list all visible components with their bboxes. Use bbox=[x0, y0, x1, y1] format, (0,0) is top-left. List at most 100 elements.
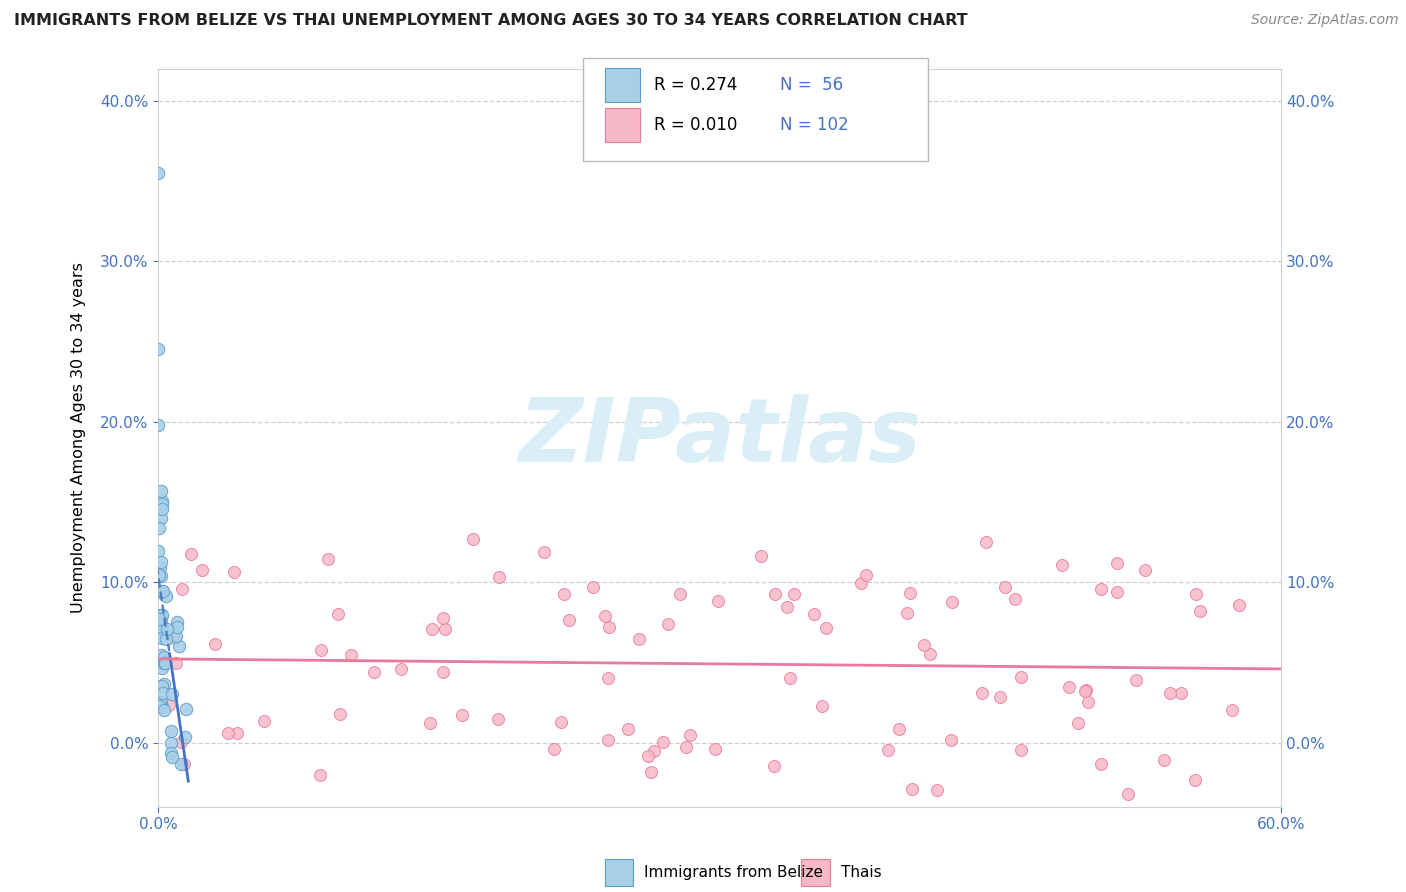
Point bbox=[329, 707, 352, 722]
Point bbox=[1159, 686, 1181, 700]
Point bbox=[1189, 604, 1212, 618]
Point bbox=[543, 741, 565, 756]
Point bbox=[901, 782, 924, 797]
Point bbox=[1170, 686, 1192, 700]
Point bbox=[155, 632, 177, 647]
Text: Immigrants from Belize: Immigrants from Belize bbox=[644, 865, 823, 880]
Point bbox=[159, 723, 181, 738]
Point bbox=[150, 622, 173, 636]
Point bbox=[149, 695, 172, 709]
Point bbox=[855, 568, 877, 582]
Point bbox=[148, 612, 170, 626]
Point bbox=[149, 697, 172, 711]
Point bbox=[150, 632, 173, 646]
Point bbox=[166, 615, 188, 629]
Point bbox=[1153, 753, 1175, 767]
Point bbox=[970, 686, 993, 700]
Point bbox=[679, 728, 702, 742]
Text: N = 102: N = 102 bbox=[780, 116, 849, 134]
Text: N =  56: N = 56 bbox=[780, 76, 844, 94]
Point bbox=[849, 576, 872, 591]
Point bbox=[150, 614, 173, 628]
Point bbox=[779, 672, 801, 686]
Point bbox=[174, 730, 197, 744]
Point bbox=[582, 580, 605, 594]
Text: ZIPatlas: ZIPatlas bbox=[519, 394, 921, 482]
Point bbox=[419, 715, 441, 730]
Point bbox=[803, 607, 825, 621]
Point bbox=[150, 661, 173, 675]
Point bbox=[160, 749, 183, 764]
Point bbox=[640, 765, 662, 780]
Point bbox=[1052, 558, 1074, 572]
Point bbox=[1010, 670, 1032, 684]
Point bbox=[763, 587, 786, 601]
Point bbox=[617, 722, 640, 736]
Point bbox=[920, 648, 942, 662]
Point bbox=[148, 699, 170, 714]
Point bbox=[148, 521, 170, 535]
Point bbox=[225, 726, 247, 740]
Point bbox=[876, 743, 898, 757]
Text: R = 0.274: R = 0.274 bbox=[654, 76, 737, 94]
Point bbox=[156, 622, 179, 636]
Point bbox=[153, 650, 176, 665]
Point bbox=[167, 639, 190, 653]
Point bbox=[432, 611, 454, 625]
Text: IMMIGRANTS FROM BELIZE VS THAI UNEMPLOYMENT AMONG AGES 30 TO 34 YEARS CORRELATIO: IMMIGRANTS FROM BELIZE VS THAI UNEMPLOYM… bbox=[14, 13, 967, 29]
Point bbox=[925, 783, 948, 797]
Point bbox=[1004, 591, 1026, 606]
Point bbox=[810, 698, 832, 713]
Point bbox=[707, 594, 730, 608]
Point bbox=[1107, 585, 1129, 599]
Point bbox=[651, 735, 673, 749]
Point bbox=[1067, 716, 1090, 731]
Point bbox=[165, 629, 187, 643]
Point bbox=[153, 657, 176, 671]
Y-axis label: Unemployment Among Ages 30 to 34 years: Unemployment Among Ages 30 to 34 years bbox=[72, 262, 86, 613]
Point bbox=[149, 608, 172, 623]
Point bbox=[941, 595, 963, 609]
Point bbox=[160, 736, 183, 750]
Point bbox=[596, 671, 619, 685]
Point bbox=[191, 563, 214, 577]
Point bbox=[160, 746, 183, 760]
Point bbox=[550, 715, 572, 730]
Point bbox=[450, 707, 472, 722]
Point bbox=[598, 733, 620, 747]
Point bbox=[389, 662, 412, 676]
Point bbox=[157, 698, 180, 712]
Point bbox=[898, 585, 921, 599]
Point bbox=[558, 613, 581, 627]
Point bbox=[180, 548, 202, 562]
Point bbox=[152, 584, 174, 599]
Point bbox=[148, 568, 170, 582]
Point bbox=[657, 616, 679, 631]
Point bbox=[150, 584, 173, 599]
Point bbox=[434, 623, 457, 637]
Point bbox=[763, 759, 786, 773]
Point bbox=[309, 768, 332, 782]
Point bbox=[165, 656, 187, 670]
Point bbox=[148, 657, 170, 671]
Point bbox=[153, 703, 176, 717]
Point bbox=[150, 679, 173, 693]
Point bbox=[148, 343, 170, 357]
Point bbox=[704, 742, 727, 756]
Point bbox=[149, 569, 172, 583]
Point bbox=[994, 581, 1017, 595]
Point bbox=[1116, 787, 1139, 801]
Point bbox=[1090, 757, 1112, 772]
Point bbox=[166, 620, 188, 634]
Point bbox=[150, 699, 173, 714]
Point bbox=[669, 587, 692, 601]
Point bbox=[643, 744, 665, 758]
Point bbox=[253, 714, 276, 728]
Point bbox=[149, 510, 172, 524]
Text: Source: ZipAtlas.com: Source: ZipAtlas.com bbox=[1251, 13, 1399, 28]
Point bbox=[1220, 703, 1243, 717]
Point bbox=[148, 544, 170, 558]
Point bbox=[363, 665, 385, 679]
Text: R = 0.010: R = 0.010 bbox=[654, 116, 737, 134]
Point bbox=[340, 648, 363, 662]
